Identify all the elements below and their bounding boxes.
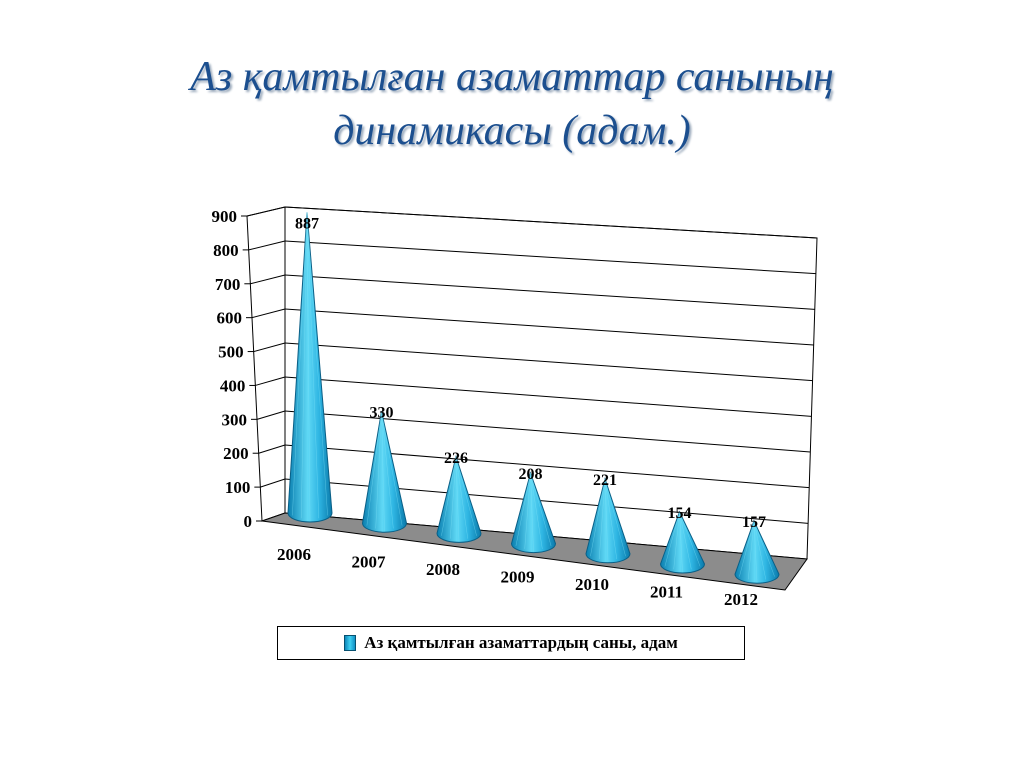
- gridline-side: [258, 444, 286, 454]
- y-tick-label: 600: [217, 309, 243, 328]
- x-tick-label: 2006: [277, 545, 311, 564]
- x-tick-label: 2007: [352, 553, 387, 572]
- gridline: [284, 444, 810, 489]
- gridline-side: [246, 206, 286, 217]
- y-tick-label: 800: [213, 241, 239, 260]
- cone-facet: [306, 212, 320, 519]
- gridline: [284, 206, 818, 239]
- cone-facet: [604, 478, 609, 562]
- y-tick-label: 300: [222, 410, 248, 429]
- cone-bar-2006: [287, 212, 333, 523]
- gridline: [284, 410, 811, 453]
- x-tick-label: 2011: [650, 583, 683, 602]
- cone-bar-2009: [510, 471, 557, 554]
- cone-facet: [381, 411, 394, 529]
- cone-facet: [530, 473, 543, 549]
- cone-facet: [753, 520, 775, 577]
- data-label: 226: [444, 450, 468, 467]
- cone-facet: [300, 212, 308, 519]
- cone-facet: [455, 456, 477, 536]
- cone-facet: [441, 456, 457, 536]
- cone-facet: [455, 456, 469, 539]
- gridline: [284, 240, 816, 275]
- data-label: 887: [295, 215, 319, 232]
- y-tick-label: 700: [215, 275, 241, 294]
- gridline-side: [255, 376, 286, 386]
- gridline-side: [250, 274, 286, 285]
- cone-facet: [292, 212, 308, 516]
- cone-facet: [753, 520, 767, 580]
- y-tick-label: 400: [220, 376, 246, 395]
- cone-facet: [515, 473, 531, 547]
- cone-body: [287, 212, 333, 523]
- y-tick-label: 200: [223, 444, 249, 463]
- cone-facet: [530, 473, 552, 547]
- legend: Аз қамтылған азаматтардың саны, адам: [277, 626, 745, 660]
- chart-title: Аз қамтылған азаматтар санының динамикас…: [112, 50, 912, 158]
- cone-facet: [306, 212, 328, 516]
- title-line-1: Аз қамтылған азаматтар санының: [190, 54, 834, 100]
- cone-body: [510, 471, 557, 554]
- cone-body: [734, 519, 780, 584]
- gridline: [284, 308, 814, 346]
- cone-facet: [598, 478, 606, 560]
- cone-bar-2010: [585, 477, 631, 564]
- cone-body: [585, 477, 631, 564]
- cone-body: [436, 454, 482, 543]
- cone-facet: [524, 473, 531, 549]
- cone-icon: [344, 635, 357, 651]
- cone-facet: [679, 511, 692, 570]
- gridline: [284, 342, 813, 382]
- cone-bar-2011: [659, 510, 706, 574]
- data-label: 330: [370, 404, 394, 421]
- gridline-side: [253, 342, 286, 353]
- gridline-side: [251, 308, 286, 319]
- cone-facet: [604, 478, 618, 560]
- data-label: 208: [519, 466, 543, 483]
- cone-facet: [530, 473, 534, 552]
- gridline: [284, 274, 815, 310]
- cone-facet: [381, 411, 403, 526]
- cone-facet: [739, 520, 755, 577]
- title-line-2: динамикасы (адам.): [333, 108, 691, 154]
- x-tick-label: 2010: [575, 575, 609, 594]
- cone-facet: [604, 478, 626, 557]
- x-tick-label: 2009: [501, 568, 535, 587]
- data-label: 157: [742, 514, 766, 531]
- cone-facet: [381, 411, 385, 532]
- cone-bar-2012: [734, 519, 780, 584]
- cone-body: [659, 510, 706, 574]
- y-tick-label: 500: [218, 343, 244, 362]
- data-label: 154: [668, 505, 692, 522]
- cone-facet: [375, 411, 382, 529]
- cone-facet: [753, 520, 758, 583]
- cone-facet: [747, 520, 755, 580]
- gridline-side: [260, 478, 286, 488]
- y-tick-label: 100: [225, 478, 251, 497]
- cone-facet: [306, 212, 311, 522]
- gridline-side: [256, 410, 286, 420]
- gridline-side: [248, 240, 286, 251]
- y-tick-label: 0: [244, 512, 253, 531]
- cone-body: [361, 411, 408, 533]
- cone-facet: [673, 511, 680, 570]
- cone-facet: [679, 511, 683, 573]
- legend-label: Аз қамтылған азаматтардың саны, адам: [364, 633, 678, 652]
- cone-facet: [590, 478, 606, 557]
- x-tick-label: 2008: [426, 560, 460, 579]
- y-tick-label: 900: [212, 207, 238, 226]
- cone-facet: [679, 511, 701, 567]
- cone-bar-2008: [436, 454, 482, 543]
- x-tick-label: 2012: [724, 590, 758, 609]
- cone-facet: [366, 411, 382, 526]
- cone-facet: [449, 456, 457, 539]
- cone-bar-2007: [361, 411, 408, 533]
- data-label: 221: [593, 472, 617, 489]
- cone-facet: [664, 511, 680, 567]
- gridline: [284, 376, 812, 417]
- side-wall: [246, 206, 286, 522]
- cone-facet: [455, 456, 460, 542]
